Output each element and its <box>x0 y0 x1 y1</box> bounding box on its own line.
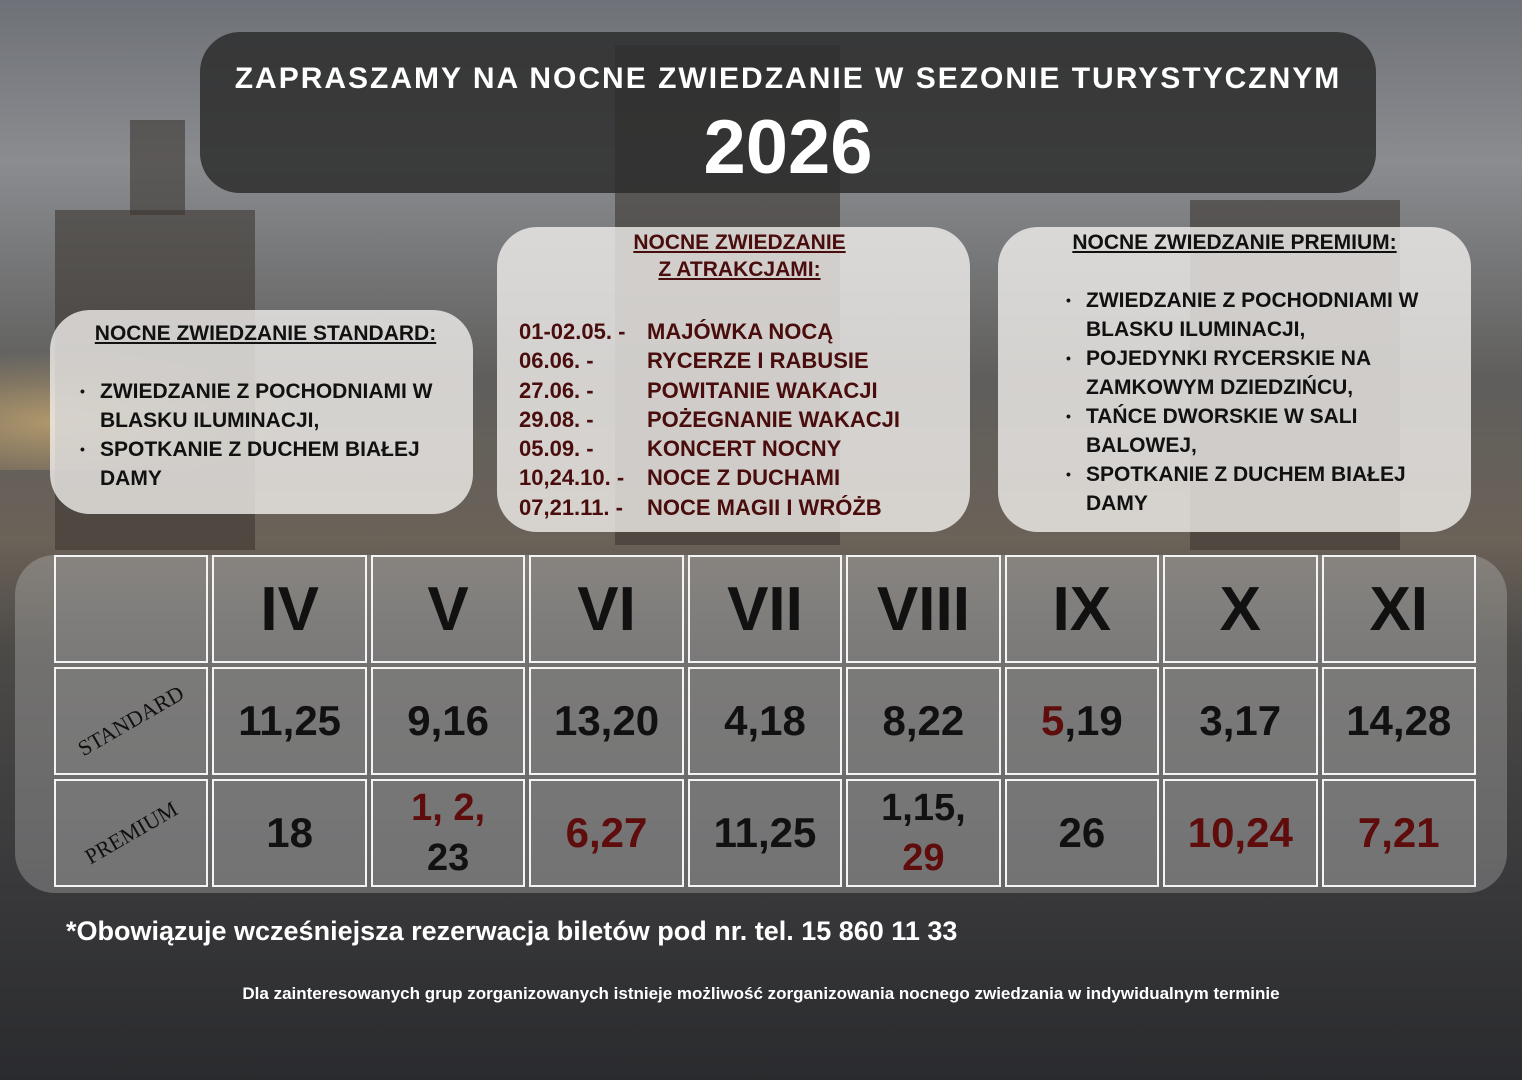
event-row: 05.09. - KONCERT NOCNY <box>519 434 960 463</box>
standard-dates: 8,22 <box>846 667 1001 775</box>
standard-dates: 13,20 <box>529 667 684 775</box>
month-header: IV <box>212 555 367 663</box>
premium-dates: 1,15, 29 <box>846 779 1001 887</box>
premium-dates: 10,24 <box>1163 779 1318 887</box>
row-label-standard: STANDARD <box>54 667 209 775</box>
standard-dates: 9,16 <box>370 667 526 775</box>
premium-item: SPOTKANIE Z DUCHEM BIAŁEJ DAMY <box>1058 460 1451 518</box>
standard-heading: NOCNE ZWIEDZANIE STANDARD: <box>94 322 437 345</box>
month-header: VIII <box>846 555 1001 663</box>
premium-dates: 7,21 <box>1321 779 1476 887</box>
event-date: 10,24.10. - <box>519 465 625 491</box>
event-date: 05.09. - <box>519 436 594 462</box>
event-name: KONCERT NOCNY <box>647 436 842 462</box>
standard-dates: 14,28 <box>1321 667 1476 775</box>
premium-item: POJEDYNKI RYCERSKIE NA ZAMKOWYM DZIEDZIŃ… <box>1058 344 1451 402</box>
attractions-heading-1: NOCNE ZWIEDZANIE <box>633 231 846 254</box>
row-label-premium: PREMIUM <box>54 779 209 887</box>
reservation-note: *Obowiązuje wcześniejsza rezerwacja bile… <box>66 916 958 946</box>
premium-info-box: NOCNE ZWIEDZANIE PREMIUM: ZWIEDZANIE Z P… <box>998 227 1471 532</box>
corner-cell <box>54 555 209 663</box>
standard-dates: 5,19 <box>1004 667 1160 775</box>
event-name: POWITANIE WAKACJI <box>647 377 878 403</box>
standard-item: ZWIEDZANIE Z POCHODNIAMI W BLASKU ILUMIN… <box>72 377 459 435</box>
premium-item: ZWIEDZANIE Z POCHODNIAMI W BLASKU ILUMIN… <box>1058 286 1451 344</box>
event-row: 29.08. - POŻEGNANIE WAKACJI <box>519 405 960 434</box>
standard-dates: 3,17 <box>1163 667 1318 775</box>
premium-dates: 1, 2, 23 <box>370 779 526 887</box>
schedule-table: IV V VI VII VIII IX X XI STANDARD 11,25 9,16 13,20… <box>50 551 1480 891</box>
event-name: POŻEGNANIE WAKACJI <box>647 406 901 432</box>
event-date: 01-02.05. - <box>519 319 626 344</box>
premium-dates: 26 <box>1004 779 1160 887</box>
event-row: 10,24.10. - NOCE Z DUCHAMI <box>519 463 960 492</box>
title-banner: ZAPRASZAMY NA NOCNE ZWIEDZANIE W SEZONIE… <box>200 32 1376 193</box>
schedule-panel <box>15 555 1507 893</box>
event-row: 07,21.11. - NOCE MAGII I WRÓŻB <box>519 493 960 522</box>
event-date: 06.06. - <box>519 348 594 374</box>
attractions-heading-2: Z ATRAKCJAMI: <box>658 258 821 281</box>
event-name: RYCERZE I RABUSIE <box>647 348 869 374</box>
event-name: NOCE Z DUCHAMI <box>647 465 841 491</box>
month-header: IX <box>1004 555 1160 663</box>
event-row: 06.06. - RYCERZE I RABUSIE <box>519 346 960 375</box>
premium-dates: 6,27 <box>529 779 684 887</box>
title-text: ZAPRASZAMY NA NOCNE ZWIEDZANIE W SEZONIE… <box>234 62 1342 95</box>
event-name: MAJÓWKA NOCĄ <box>647 319 834 344</box>
standard-dates: 11,25 <box>212 667 367 775</box>
premium-dates: 18 <box>212 779 367 887</box>
standard-dates: 4,18 <box>687 667 843 775</box>
highlight-date: 5 <box>1040 697 1065 744</box>
month-header: VI <box>529 555 684 663</box>
castle-chimney <box>130 120 185 215</box>
standard-item: SPOTKANIE Z DUCHEM BIAŁEJ DAMY <box>72 435 459 493</box>
month-header: VII <box>687 555 843 663</box>
event-date: 27.06. - <box>519 377 594 403</box>
premium-dates: 11,25 <box>687 779 843 887</box>
event-name: NOCE MAGII I WRÓŻB <box>647 494 882 520</box>
title-year: 2026 <box>703 105 873 190</box>
attractions-info-box: NOCNE ZWIEDZANIE Z ATRAKCJAMI: 01-02.05. … <box>497 227 970 532</box>
group-note: Dla zainteresowanych grup zorganizowanyc… <box>242 984 1280 1003</box>
month-header: XI <box>1321 555 1476 663</box>
event-date: 29.08. - <box>519 406 594 432</box>
standard-info-box: NOCNE ZWIEDZANIE STANDARD: ZWIEDZANIE Z … <box>50 310 473 514</box>
event-row: 27.06. - POWITANIE WAKACJI <box>519 376 960 405</box>
event-row: 01-02.05. - MAJÓWKA NOCĄ <box>519 317 960 346</box>
premium-item: TAŃCE DWORSKIE W SALI BALOWEJ, <box>1058 402 1451 460</box>
event-date: 07,21.11. - <box>519 494 623 520</box>
month-header: X <box>1163 555 1318 663</box>
month-header: V <box>370 555 526 663</box>
premium-heading: NOCNE ZWIEDZANIE PREMIUM: <box>1072 231 1397 254</box>
